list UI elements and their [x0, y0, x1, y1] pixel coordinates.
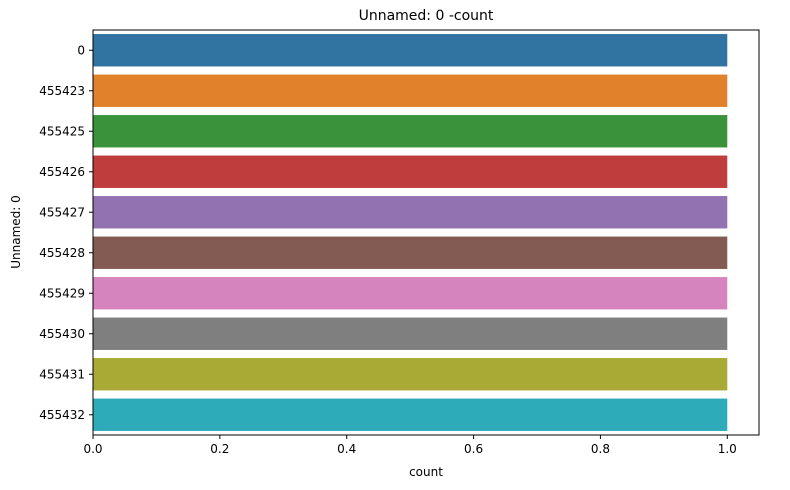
bar-455428 — [93, 236, 728, 269]
x-tick-label: 1.0 — [718, 442, 737, 456]
x-tick-label: 0.0 — [83, 442, 102, 456]
y-tick-label: 455430 — [39, 327, 85, 341]
y-tick-label: 0 — [77, 43, 85, 57]
x-tick-label: 0.4 — [337, 442, 356, 456]
bar-0 — [93, 34, 728, 67]
y-tick-label: 455423 — [39, 84, 85, 98]
bar-455430 — [93, 317, 728, 350]
y-axis-ticks: 0 455423 455425 455426 455427 455428 455429 455… — [39, 43, 93, 422]
x-tick-label: 0.6 — [464, 442, 483, 456]
x-tick-label: 0.2 — [210, 442, 229, 456]
y-tick-label: 455425 — [39, 124, 85, 138]
y-tick-label: 455428 — [39, 246, 85, 260]
y-tick-label: 455427 — [39, 205, 85, 219]
bar-455425 — [93, 115, 728, 148]
y-tick-label: 455426 — [39, 165, 85, 179]
y-tick-label: 455431 — [39, 367, 85, 381]
chart-title: Unnamed: 0 -count — [359, 8, 494, 24]
bar-455426 — [93, 155, 728, 188]
y-tick-label: 455432 — [39, 408, 85, 422]
bar-455432 — [93, 398, 728, 431]
plot-frame — [92, 29, 760, 436]
bar-455427 — [93, 196, 728, 229]
bar-455431 — [93, 358, 728, 391]
x-axis-label: count — [409, 465, 443, 479]
bar-455429 — [93, 277, 728, 310]
bars-group — [93, 34, 728, 431]
bar-455423 — [93, 74, 728, 107]
y-tick-label: 455429 — [39, 286, 85, 300]
x-axis-ticks: 0.0 0.2 0.4 0.6 0.8 1.0 — [83, 435, 737, 456]
y-axis-label: Unnamed: 0 — [9, 195, 23, 269]
x-tick-label: 0.8 — [591, 442, 610, 456]
